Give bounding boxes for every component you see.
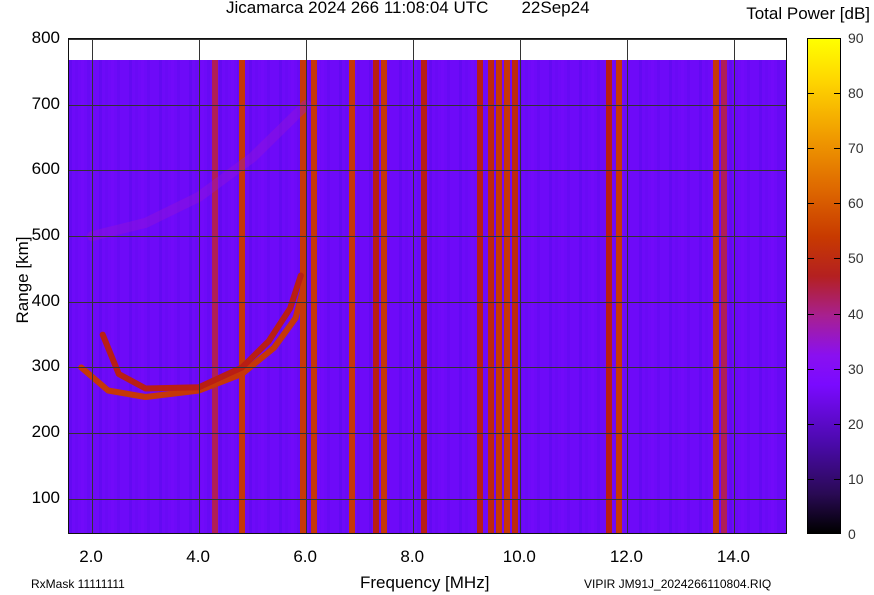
interference-band: [380, 60, 387, 533]
interference-band: [605, 60, 612, 533]
chart-title: Jicamarca 2024 266 11:08:04 UTC 22Sep24: [226, 0, 590, 17]
colorbar-tick-label: 0: [848, 526, 856, 542]
interference-band: [495, 60, 502, 533]
x-tick-label: 8.0: [400, 547, 425, 566]
y-tick-label: 700: [31, 93, 60, 113]
x-tick-label: 14.0: [716, 547, 750, 566]
y-tick-label: 800: [31, 28, 60, 47]
colorbar-tick-label: 90: [848, 30, 864, 46]
interference-band: [348, 60, 355, 533]
interference-band: [372, 60, 379, 533]
colorbar: [807, 38, 841, 534]
y-tick-label: 300: [31, 356, 60, 376]
colorbar-title: Total Power [dB]: [746, 4, 870, 23]
x-axis-label: Frequency [MHz]: [360, 573, 490, 592]
interference-band: [616, 60, 623, 533]
colorbar-tick-label: 80: [848, 85, 864, 102]
y-tick-label: 500: [31, 225, 60, 245]
y-tick-label: 400: [31, 290, 60, 310]
colorbar-tick-label: 50: [848, 250, 864, 267]
colorbar-tick-label: 70: [848, 140, 864, 157]
y-axis-label: Range [km]: [13, 236, 32, 324]
x-tick-label: 2.0: [79, 547, 103, 566]
colorbar-tick-label: 10: [848, 470, 864, 487]
interference-band: [487, 60, 494, 533]
interference-band: [712, 60, 719, 533]
X-trace-line: [99, 272, 304, 392]
rxmask-label: RxMask 11111111: [31, 577, 125, 591]
interference-band: [311, 60, 318, 533]
y-tick-label: 100: [31, 487, 60, 507]
x-tick-label: 6.0: [293, 547, 317, 566]
x-tick-label: 4.0: [186, 547, 210, 566]
ionogram-heatmap: [69, 60, 786, 533]
interference-band: [720, 60, 727, 533]
interference-band: [477, 60, 484, 533]
echo-traces: [78, 99, 312, 400]
y-tick-label: 600: [31, 159, 60, 179]
interference-band: [503, 60, 510, 533]
colorbar-tick-label: 30: [848, 360, 864, 377]
interference-band: [212, 60, 219, 533]
x-tick-label: 12.0: [609, 547, 643, 566]
interference-band: [238, 60, 245, 533]
interference-band: [420, 60, 427, 533]
colorbar-tick-label: 20: [848, 415, 864, 432]
O-trace-line: [78, 285, 307, 400]
plot-area: [68, 38, 787, 534]
x-tick-label: 10.0: [502, 547, 536, 566]
colorbar-tick-label: 60: [848, 195, 864, 212]
interference-band: [511, 60, 518, 533]
y-tick-label: 200: [31, 422, 60, 442]
filename-label: VIPIR JM91J_2024266110804.RIQ: [584, 577, 772, 591]
colorbar-tick-label: 40: [848, 305, 864, 322]
